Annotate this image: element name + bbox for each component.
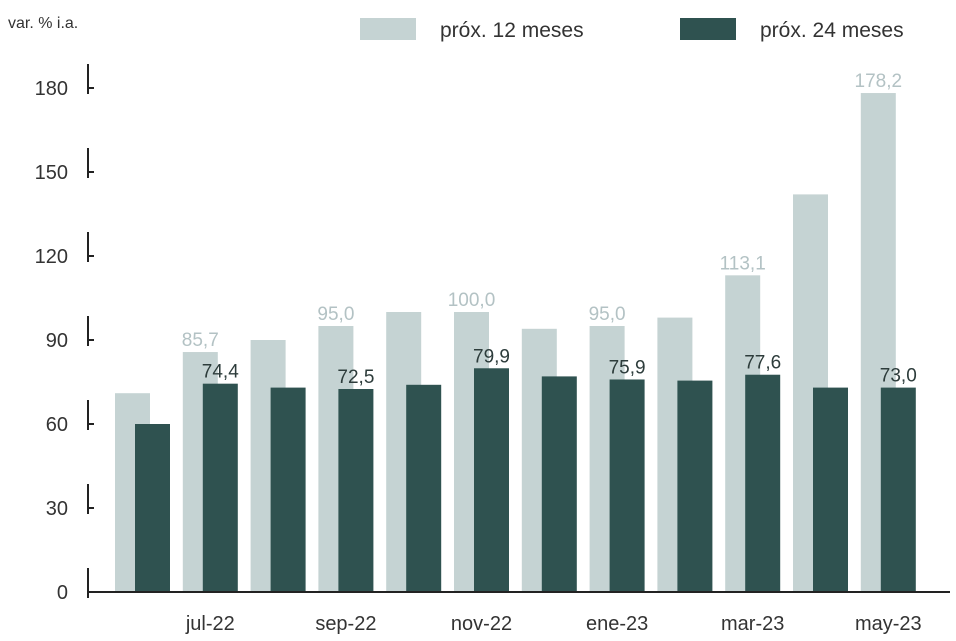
- legend-label-12-meses: próx. 12 meses: [440, 19, 584, 42]
- data-label-24-meses: 75,9: [609, 357, 646, 378]
- y-tick-label: 150: [35, 162, 68, 184]
- data-label-24-meses: 77,6: [744, 353, 781, 374]
- legend-label-24-meses: próx. 24 meses: [760, 19, 904, 42]
- bar-24-meses: [202, 383, 238, 592]
- legend-swatch-12-meses: [360, 18, 416, 40]
- x-tick-label: may-23: [855, 613, 922, 635]
- x-tick-label: sep-22: [315, 613, 376, 635]
- x-tick-label: jul-22: [185, 613, 235, 635]
- legend: próx. 12 meses próx. 24 meses: [360, 18, 904, 42]
- y-axis: 0 30 60 90 120 150 180: [35, 64, 94, 604]
- y-tick-label: 0: [57, 582, 68, 604]
- data-label-12-meses: 85,7: [182, 330, 219, 351]
- bar-24-meses: [813, 387, 848, 592]
- data-label-12-meses: 95,0: [589, 304, 626, 325]
- bar-24-meses: [745, 374, 781, 592]
- bar-24-meses: [880, 387, 916, 592]
- y-tick-label: 60: [46, 414, 68, 436]
- data-label-12-meses: 178,2: [855, 71, 903, 92]
- bar-24-meses: [135, 424, 170, 592]
- bar-24-meses: [541, 376, 577, 592]
- y-tick-label: 120: [35, 246, 68, 268]
- unit-label: var. % i.a.: [8, 15, 78, 32]
- bar-24-meses: [406, 384, 442, 592]
- y-tick-label: 30: [46, 498, 68, 520]
- data-label-12-meses: 95,0: [317, 304, 354, 325]
- data-label-24-meses: 79,9: [473, 346, 510, 367]
- data-label-12-meses: 100,0: [448, 290, 496, 311]
- y-tick-label: 90: [46, 330, 68, 352]
- data-label-24-meses: 73,0: [880, 366, 917, 387]
- data-label-12-meses: 113,1: [720, 253, 766, 274]
- bars: [115, 93, 916, 592]
- data-labels: 85,7 74,4 95,0 72,5 100,0 79,9 95,0 75,9 113,1 77…: [182, 71, 917, 388]
- x-tick-label: ene-23: [586, 613, 648, 635]
- y-tick-label: 180: [35, 78, 68, 100]
- bar-24-meses: [677, 380, 713, 592]
- bar-24-meses: [338, 389, 374, 592]
- x-tick-label: nov-22: [451, 613, 512, 635]
- bar-24-meses: [270, 387, 306, 592]
- legend-swatch-24-meses: [680, 18, 736, 40]
- data-label-24-meses: 74,4: [202, 362, 239, 383]
- bar-24-meses: [474, 368, 509, 592]
- x-axis: jul-22 sep-22 nov-22 ene-23 mar-23 may-23: [88, 591, 950, 635]
- x-tick-label: mar-23: [721, 613, 784, 635]
- bar-24-meses: [609, 379, 645, 592]
- data-label-24-meses: 72,5: [337, 367, 374, 388]
